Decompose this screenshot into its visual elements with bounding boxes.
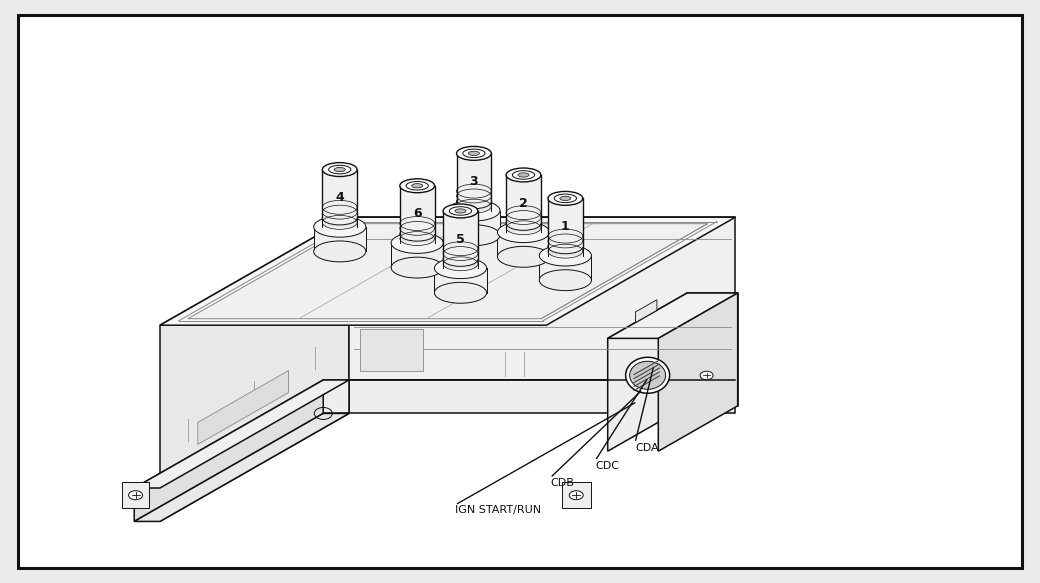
Text: 3: 3 bbox=[470, 175, 478, 188]
Ellipse shape bbox=[391, 233, 443, 254]
Polygon shape bbox=[349, 217, 735, 380]
Polygon shape bbox=[160, 217, 735, 325]
Ellipse shape bbox=[314, 216, 366, 237]
Ellipse shape bbox=[540, 270, 592, 291]
Ellipse shape bbox=[569, 491, 583, 500]
Polygon shape bbox=[506, 175, 541, 223]
Polygon shape bbox=[322, 170, 357, 218]
Ellipse shape bbox=[463, 149, 485, 157]
Polygon shape bbox=[188, 224, 707, 319]
Text: 4: 4 bbox=[335, 191, 344, 204]
Ellipse shape bbox=[700, 371, 713, 380]
Polygon shape bbox=[134, 413, 349, 521]
Ellipse shape bbox=[468, 151, 479, 156]
Ellipse shape bbox=[391, 257, 443, 278]
Ellipse shape bbox=[399, 179, 435, 193]
Polygon shape bbox=[134, 380, 349, 488]
Polygon shape bbox=[360, 329, 422, 371]
Polygon shape bbox=[540, 255, 592, 280]
Polygon shape bbox=[443, 259, 478, 268]
Text: 6: 6 bbox=[413, 208, 421, 220]
Polygon shape bbox=[122, 482, 150, 508]
Text: IGN START/RUN: IGN START/RUN bbox=[454, 505, 541, 515]
Polygon shape bbox=[134, 380, 323, 521]
Ellipse shape bbox=[329, 166, 350, 174]
Polygon shape bbox=[160, 217, 349, 488]
Ellipse shape bbox=[540, 245, 592, 266]
Polygon shape bbox=[548, 198, 582, 247]
Ellipse shape bbox=[443, 204, 478, 218]
Polygon shape bbox=[548, 247, 582, 255]
Ellipse shape bbox=[322, 211, 357, 225]
Ellipse shape bbox=[497, 222, 549, 243]
Ellipse shape bbox=[629, 361, 666, 389]
Ellipse shape bbox=[406, 181, 428, 190]
Ellipse shape bbox=[513, 171, 535, 179]
Polygon shape bbox=[314, 227, 366, 251]
Ellipse shape bbox=[454, 209, 466, 213]
Polygon shape bbox=[443, 211, 478, 259]
Ellipse shape bbox=[435, 282, 487, 303]
Polygon shape bbox=[349, 380, 735, 413]
Ellipse shape bbox=[448, 200, 500, 221]
Ellipse shape bbox=[129, 491, 142, 500]
Text: CDA: CDA bbox=[635, 443, 658, 453]
Polygon shape bbox=[457, 153, 491, 202]
Polygon shape bbox=[497, 232, 549, 257]
Ellipse shape bbox=[506, 216, 541, 230]
Ellipse shape bbox=[399, 227, 435, 241]
Text: 5: 5 bbox=[457, 233, 465, 245]
Ellipse shape bbox=[457, 195, 491, 209]
Ellipse shape bbox=[435, 258, 487, 279]
Ellipse shape bbox=[443, 252, 478, 266]
Polygon shape bbox=[323, 380, 349, 413]
Text: CDB: CDB bbox=[550, 478, 574, 488]
Ellipse shape bbox=[322, 163, 357, 177]
Ellipse shape bbox=[554, 194, 576, 203]
Text: 2: 2 bbox=[519, 196, 528, 209]
Polygon shape bbox=[635, 300, 657, 322]
Ellipse shape bbox=[334, 167, 345, 171]
Polygon shape bbox=[607, 293, 687, 451]
Text: 1: 1 bbox=[561, 220, 570, 233]
Polygon shape bbox=[391, 243, 443, 268]
Polygon shape bbox=[607, 293, 737, 338]
Polygon shape bbox=[448, 210, 500, 235]
Ellipse shape bbox=[560, 196, 571, 201]
Polygon shape bbox=[198, 371, 288, 444]
Polygon shape bbox=[506, 223, 541, 232]
Ellipse shape bbox=[412, 184, 423, 188]
Polygon shape bbox=[435, 268, 487, 293]
Ellipse shape bbox=[506, 168, 541, 182]
Ellipse shape bbox=[548, 240, 582, 254]
Polygon shape bbox=[322, 218, 357, 227]
Ellipse shape bbox=[457, 146, 491, 160]
Ellipse shape bbox=[449, 207, 471, 215]
Text: CDC: CDC bbox=[595, 461, 619, 471]
Polygon shape bbox=[399, 234, 435, 243]
Polygon shape bbox=[160, 380, 349, 521]
Polygon shape bbox=[457, 202, 491, 210]
Polygon shape bbox=[658, 293, 737, 451]
Ellipse shape bbox=[518, 173, 529, 177]
Polygon shape bbox=[687, 293, 737, 406]
Ellipse shape bbox=[548, 191, 582, 205]
Ellipse shape bbox=[314, 241, 366, 262]
Ellipse shape bbox=[448, 225, 500, 245]
Polygon shape bbox=[562, 482, 591, 508]
Ellipse shape bbox=[497, 247, 549, 267]
Polygon shape bbox=[399, 186, 435, 234]
Ellipse shape bbox=[626, 357, 670, 394]
